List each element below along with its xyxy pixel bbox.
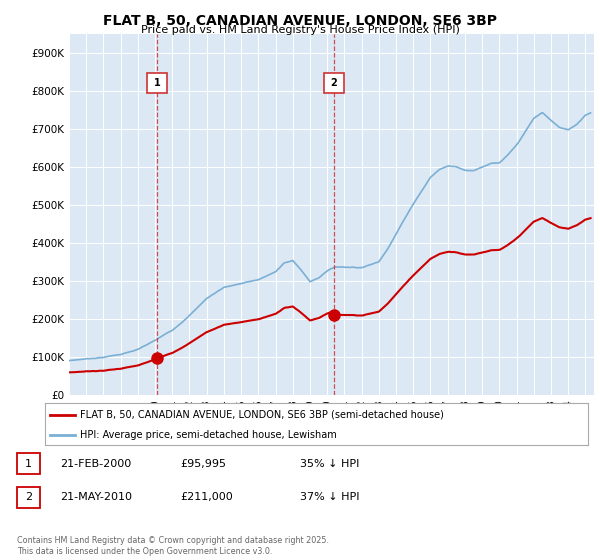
Text: 1: 1 (25, 459, 32, 469)
Text: FLAT B, 50, CANADIAN AVENUE, LONDON, SE6 3BP: FLAT B, 50, CANADIAN AVENUE, LONDON, SE6… (103, 14, 497, 28)
Text: 21-FEB-2000: 21-FEB-2000 (60, 459, 131, 469)
Text: 2: 2 (25, 492, 32, 502)
Text: HPI: Average price, semi-detached house, Lewisham: HPI: Average price, semi-detached house,… (80, 430, 337, 440)
Text: 35% ↓ HPI: 35% ↓ HPI (300, 459, 359, 469)
Text: Price paid vs. HM Land Registry's House Price Index (HPI): Price paid vs. HM Land Registry's House … (140, 25, 460, 35)
Text: 2: 2 (331, 78, 337, 88)
Text: £211,000: £211,000 (180, 492, 233, 502)
Text: FLAT B, 50, CANADIAN AVENUE, LONDON, SE6 3BP (semi-detached house): FLAT B, 50, CANADIAN AVENUE, LONDON, SE6… (80, 410, 444, 420)
Text: 21-MAY-2010: 21-MAY-2010 (60, 492, 132, 502)
Text: £95,995: £95,995 (180, 459, 226, 469)
Text: 37% ↓ HPI: 37% ↓ HPI (300, 492, 359, 502)
Text: 1: 1 (154, 78, 161, 88)
Text: Contains HM Land Registry data © Crown copyright and database right 2025.
This d: Contains HM Land Registry data © Crown c… (17, 536, 329, 556)
